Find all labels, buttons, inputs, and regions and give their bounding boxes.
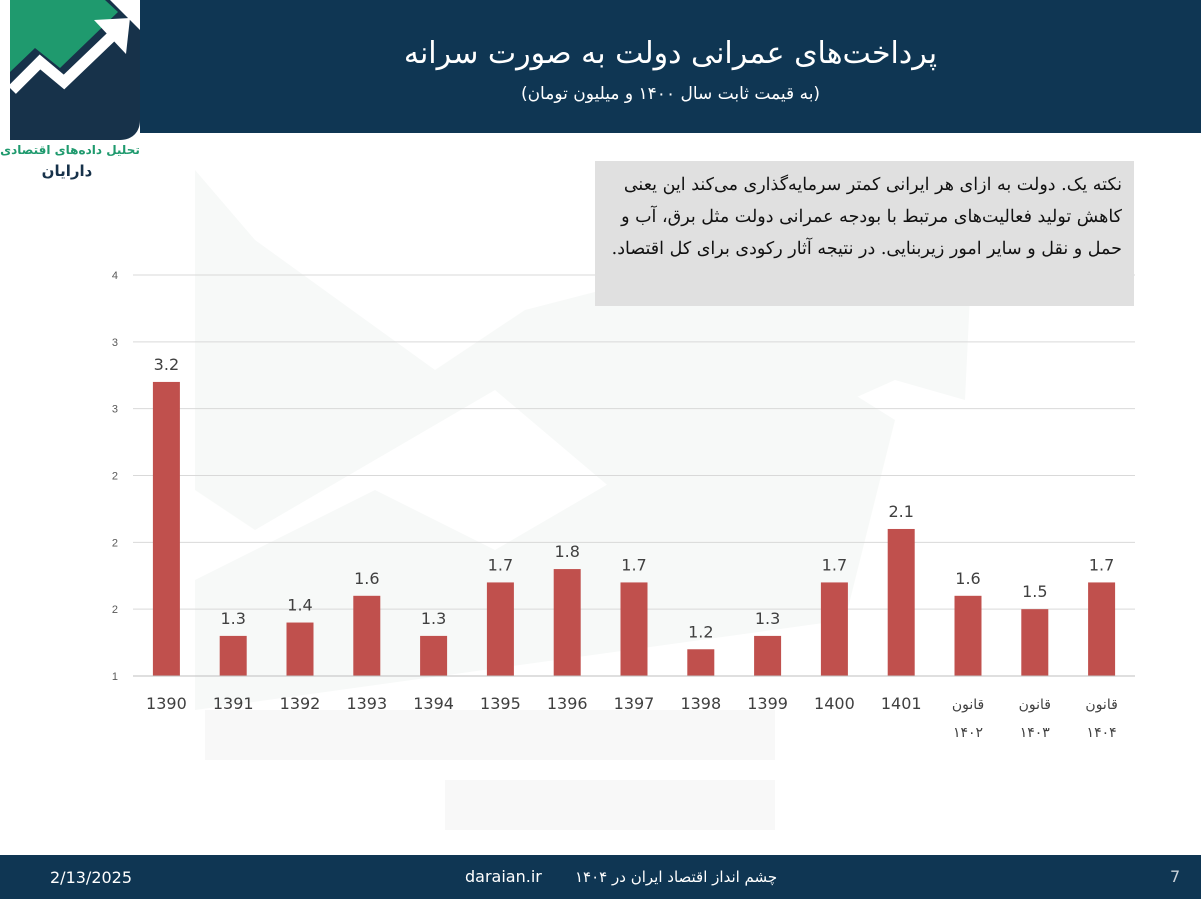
x-tick-label: قانون [1019,697,1051,713]
y-tick-label: 3 [112,337,118,349]
page-subtitle: (به قیمت ثابت سال ۱۴۰۰ و میلیون تومان) [520,84,821,104]
y-tick-label: 2 [112,537,118,549]
x-tick-label: 1399 [747,694,788,713]
x-tick-label: 1396 [547,694,588,713]
data-label: 1.3 [755,609,780,628]
x-tick-label: 1391 [213,694,254,713]
x-tick-label: 1397 [614,694,655,713]
bar [954,595,982,676]
data-label: 3.2 [154,355,179,374]
x-tick-label: قانون [952,697,984,713]
bar [820,582,848,676]
data-label: 1.2 [688,622,713,641]
logo-caption-tagline: تحلیل داده‌های اقتصادی [0,143,140,157]
x-tick-label: 1392 [280,694,321,713]
note-box: نکته یک. دولت به ازای هر ایرانی کمتر سرم… [595,161,1134,306]
x-tick-label: 1400 [814,694,855,713]
bar [1021,609,1049,676]
logo-caption-name: دارایان [41,162,93,180]
data-label: 1.3 [220,609,245,628]
x-tick-label: ۱۴۰۲ [953,725,983,741]
bar [620,582,648,676]
x-tick-label: 1401 [881,694,922,713]
footer-date: 2/13/2025 [50,868,133,887]
footer-caption: چشم انداز اقتصاد ایران در ۱۴۰۴ [575,868,778,886]
x-tick-label: 1393 [346,694,387,713]
y-tick-label: 1 [112,671,118,683]
y-tick-label: 2 [112,471,118,483]
data-label: 1.6 [354,569,379,588]
y-tick-label: 2 [112,604,118,616]
x-tick-label: ۱۴۰۳ [1020,725,1051,741]
data-label: 1.8 [554,542,579,561]
bar [486,582,514,676]
data-label: 1.4 [287,596,312,615]
bar [887,528,915,676]
x-tick-label: 1394 [413,694,454,713]
bar [286,622,314,676]
x-tick-label: 1398 [680,694,721,713]
data-label: 1.5 [1022,582,1047,601]
bar [687,649,715,676]
page-title: پرداخت‌های عمرانی دولت به صورت سرانه [403,36,938,71]
x-tick-label: قانون [1085,697,1117,713]
x-tick-label: ۱۴۰۴ [1087,725,1117,741]
bar [754,635,782,676]
data-label: 1.6 [955,569,980,588]
bar [219,635,247,676]
footer-bar: 2/13/2025 daraian.ir چشم انداز اقتصاد ای… [0,855,1201,899]
data-label: 1.7 [822,555,847,574]
bar [553,569,581,676]
brand-logo [0,0,140,190]
page-number: 7 [1170,867,1181,886]
y-tick-label: 3 [112,404,118,416]
data-label: 1.3 [421,609,446,628]
data-label: 1.7 [1089,555,1114,574]
footer-site: daraian.ir [465,867,542,886]
y-tick-label: 4 [112,270,118,282]
bar [152,381,180,676]
note-text: نکته یک. دولت به ازای هر ایرانی کمتر سرم… [611,175,1122,259]
data-label: 2.1 [888,502,913,521]
bar [1088,582,1116,676]
title-bar: پرداخت‌های عمرانی دولت به صورت سرانه (به… [140,0,1201,133]
bar [420,635,448,676]
x-tick-label: 1395 [480,694,521,713]
trend-arrow-icon [8,0,140,140]
bar [353,595,381,676]
data-label: 1.7 [488,555,513,574]
data-label: 1.7 [621,555,646,574]
x-tick-label: 1390 [146,694,187,713]
